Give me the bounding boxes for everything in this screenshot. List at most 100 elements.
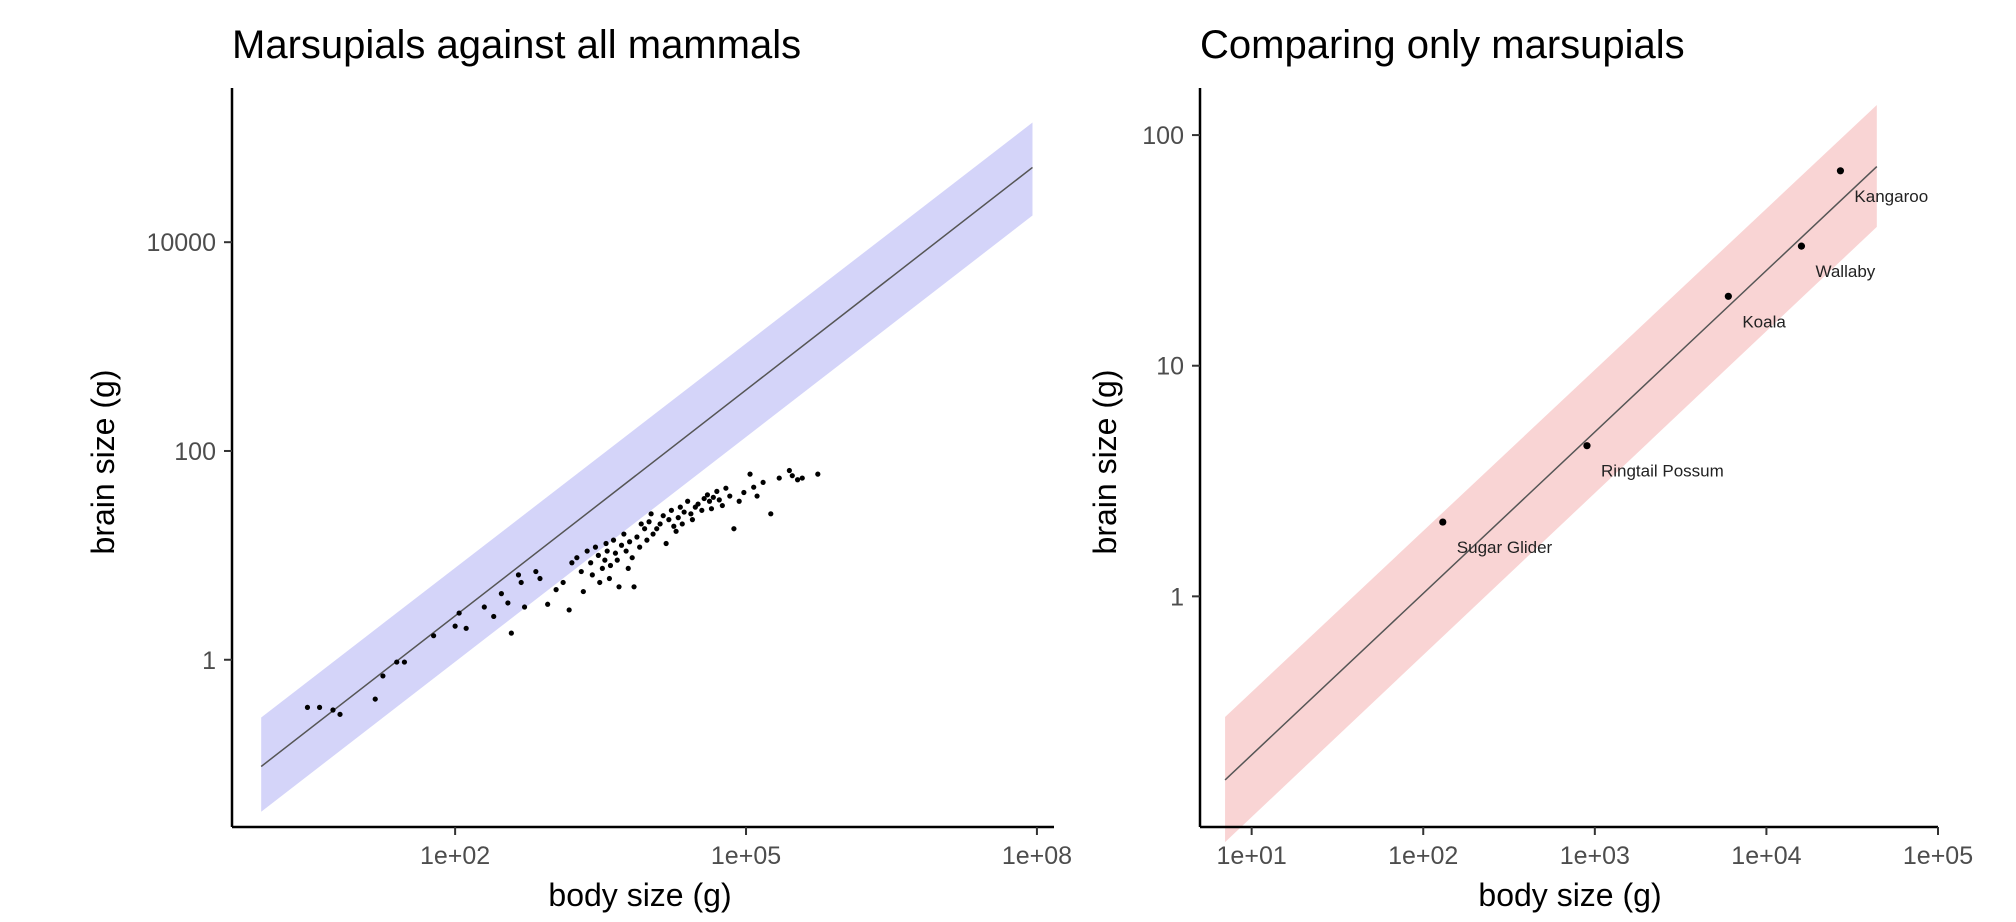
left-data-point [736, 498, 742, 504]
left-data-point [751, 484, 757, 490]
left-data-point [560, 579, 566, 586]
left-data-point [618, 542, 625, 548]
right-x-tick-label: 1e+02 [1388, 842, 1458, 870]
left-data-point [518, 579, 524, 586]
chart-left-band-layer [260, 122, 1033, 812]
left-data-point [580, 588, 586, 595]
left-data-point [663, 540, 669, 547]
left-data-point [741, 489, 747, 496]
left-data-point [638, 521, 644, 527]
right-x-tick-label: 1e+04 [1731, 842, 1801, 870]
left-data-point [642, 526, 648, 532]
right-point-label: Wallaby [1815, 262, 1875, 281]
chart-left-title: Marsupials against all mammals [232, 23, 801, 67]
right-data-point [1797, 242, 1806, 250]
right-data-point [1836, 167, 1845, 175]
left-data-point [584, 548, 590, 554]
right-fit-line [1224, 166, 1878, 781]
chart-left-x-axis-title: body size (g) [548, 877, 731, 913]
left-data-point [668, 507, 675, 513]
left-data-point [646, 519, 652, 525]
left-data-point [625, 565, 631, 572]
left-data-point [372, 696, 378, 702]
right-point-label: Kangaroo [1854, 187, 1928, 206]
left-data-point [610, 537, 617, 543]
chart-left-axes: 1e+02 1e+05 1e+08 1 100 10000 [146, 88, 1072, 870]
left-data-point [768, 511, 774, 517]
left-data-point [463, 625, 469, 631]
left-data-point [330, 707, 336, 713]
left-data-point [627, 539, 633, 545]
left-data-point [695, 501, 701, 507]
left-data-point [606, 575, 613, 582]
left-data-point [666, 517, 672, 523]
left-data-point [515, 572, 522, 578]
left-data-point [731, 526, 737, 532]
right-data-point [1724, 292, 1732, 300]
left-data-point [776, 475, 782, 481]
left-data-point [545, 601, 551, 607]
left-data-point [689, 517, 696, 523]
chart-right-y-axis-title: brain size (g) [1087, 370, 1123, 555]
right-point-label: Ringtail Possum [1601, 462, 1724, 481]
left-data-point [592, 544, 599, 550]
left-data-point [634, 534, 640, 540]
left-data-point [699, 507, 705, 513]
left-data-point [595, 552, 601, 558]
chart-right-title: Comparing only marsupials [1200, 23, 1685, 67]
left-data-point [612, 550, 619, 556]
left-data-point [747, 471, 753, 477]
left-data-point [654, 526, 660, 532]
chart-right-points-layer: Sugar Glider Ringtail Possum Koala Wallaby K… [1439, 167, 1928, 557]
left-data-point [799, 475, 805, 481]
left-data-point [316, 704, 323, 710]
left-data-point [401, 659, 408, 665]
left-data-point [304, 704, 311, 710]
left-data-point [505, 600, 511, 606]
left-data-point [673, 528, 679, 534]
left-data-point [657, 521, 663, 527]
left-data-point [716, 497, 722, 503]
left-data-point [597, 579, 603, 586]
left-data-point [604, 548, 610, 554]
right-data-point [1439, 518, 1447, 526]
left-data-point [569, 560, 575, 566]
chart-right-x-axis-title: body size (g) [1478, 877, 1661, 913]
left-data-point [637, 544, 643, 550]
chart-left-points-layer [304, 467, 821, 717]
right-y-tick-label: 10 [1156, 353, 1184, 381]
left-data-point [456, 610, 462, 616]
left-data-point [815, 471, 821, 477]
chart-left-y-axis-title: brain size (g) [85, 370, 121, 555]
left-data-point [675, 515, 681, 521]
right-point-label: Sugar Glider [1457, 538, 1553, 557]
left-data-point [644, 537, 650, 543]
left-data-point [719, 502, 725, 509]
left-data-point [708, 506, 715, 512]
left-y-tick-label: 10000 [146, 229, 216, 257]
left-data-point [521, 604, 528, 610]
left-data-point [337, 711, 343, 717]
chart-right-band-layer [1224, 105, 1878, 843]
left-data-point [431, 633, 437, 639]
left-x-tick-label: 1e+05 [711, 842, 781, 870]
left-data-point [648, 511, 654, 517]
left-data-point [623, 548, 629, 554]
left-x-tick-label: 1e+08 [1002, 842, 1072, 870]
left-data-point [589, 572, 595, 578]
right-x-tick-label: 1e+01 [1217, 842, 1287, 870]
left-data-point [491, 613, 497, 620]
left-data-point [723, 485, 729, 491]
left-data-point [789, 473, 795, 479]
left-data-point [660, 513, 666, 519]
left-data-point [701, 495, 707, 502]
left-data-point [714, 488, 720, 495]
left-data-point [706, 498, 713, 504]
left-data-point [704, 492, 711, 498]
left-data-point [677, 504, 683, 510]
left-data-point [727, 493, 733, 499]
left-data-point [710, 494, 716, 500]
left-data-point [681, 509, 687, 515]
left-data-point [566, 607, 572, 613]
left-data-point [631, 584, 637, 590]
